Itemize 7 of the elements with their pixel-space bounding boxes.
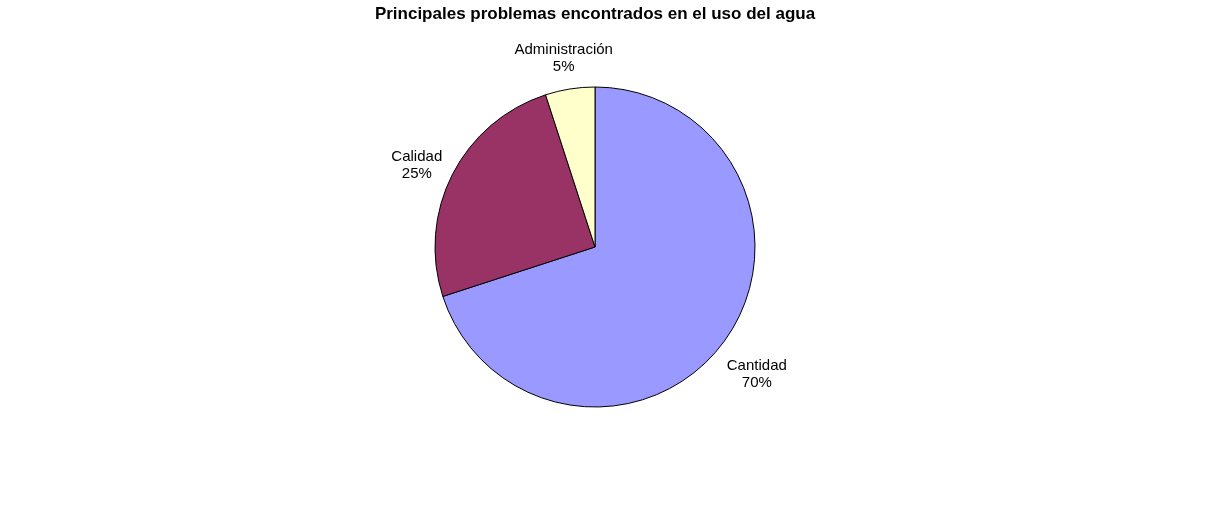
chart-title: Principales problemas encontrados en el uso del agua — [374, 4, 816, 23]
data-label: 5% — [552, 57, 575, 75]
slice-label: Cantidad — [726, 355, 787, 373]
data-label: 70% — [741, 372, 772, 390]
slice-label: Calidad — [391, 147, 443, 165]
slice-label: Administración — [514, 40, 613, 58]
data-label: 25% — [401, 164, 432, 182]
